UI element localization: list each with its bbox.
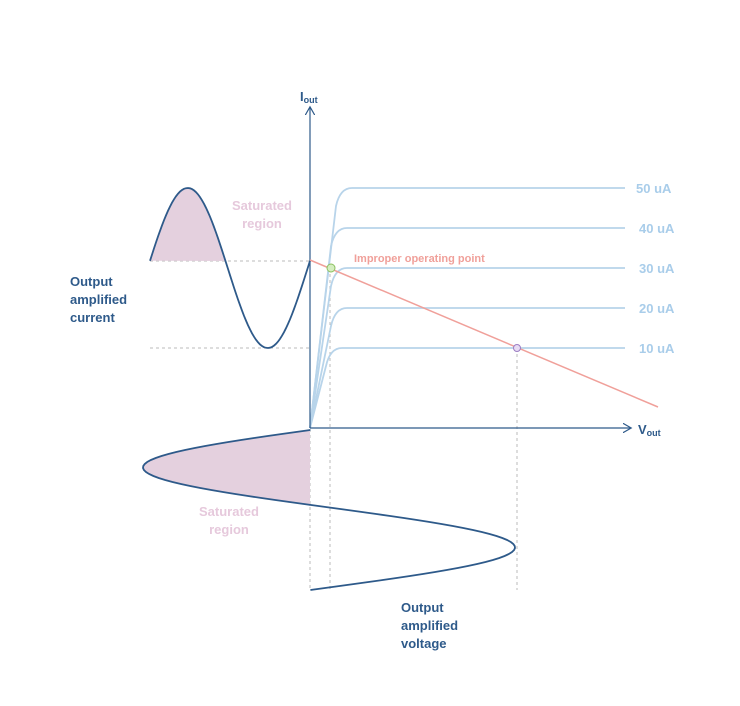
saturated-top: Saturated	[232, 198, 292, 213]
label-sub: out	[304, 95, 318, 105]
voltage-label: voltage	[401, 636, 447, 651]
saturated-bottom: region	[209, 522, 249, 537]
voltage-label: amplified	[401, 618, 458, 633]
voltage-label: Output	[401, 600, 444, 615]
curve-label: 10 uA	[639, 341, 675, 356]
voltage-wave	[142, 429, 516, 591]
current-label: amplified	[70, 292, 127, 307]
curve-label: 30 uA	[639, 261, 675, 276]
curve-label: 50 uA	[636, 181, 672, 196]
saturated-top: region	[242, 216, 282, 231]
load-line	[309, 259, 659, 408]
curve	[309, 307, 625, 429]
saturated-area	[150, 188, 228, 261]
y-axis-label: Iout	[300, 89, 318, 105]
curve	[309, 227, 625, 429]
current-label: current	[70, 310, 115, 325]
current-wave	[149, 187, 311, 349]
label-sub: out	[647, 428, 661, 438]
saturated-bottom: Saturated	[199, 504, 259, 519]
labels: Saturated region Saturated region Output ampl…	[70, 198, 458, 651]
curve	[309, 187, 625, 429]
characteristic-curves: 50 uA 40 uA 30 uA 20 uA 10 uA	[309, 181, 675, 429]
load-line-label: Improper operating point	[354, 253, 485, 265]
guides	[150, 260, 518, 590]
label-main: V	[638, 422, 647, 437]
x-axis-label: Vout	[638, 422, 661, 438]
current-label: Output	[70, 274, 113, 289]
operating-point	[513, 344, 521, 352]
operating-point	[326, 263, 336, 273]
curve	[309, 347, 625, 429]
waves	[142, 187, 516, 591]
label-main: I	[300, 89, 304, 104]
curve-label: 20 uA	[639, 301, 675, 316]
curve-label: 40 uA	[639, 221, 675, 236]
curve	[309, 267, 625, 429]
